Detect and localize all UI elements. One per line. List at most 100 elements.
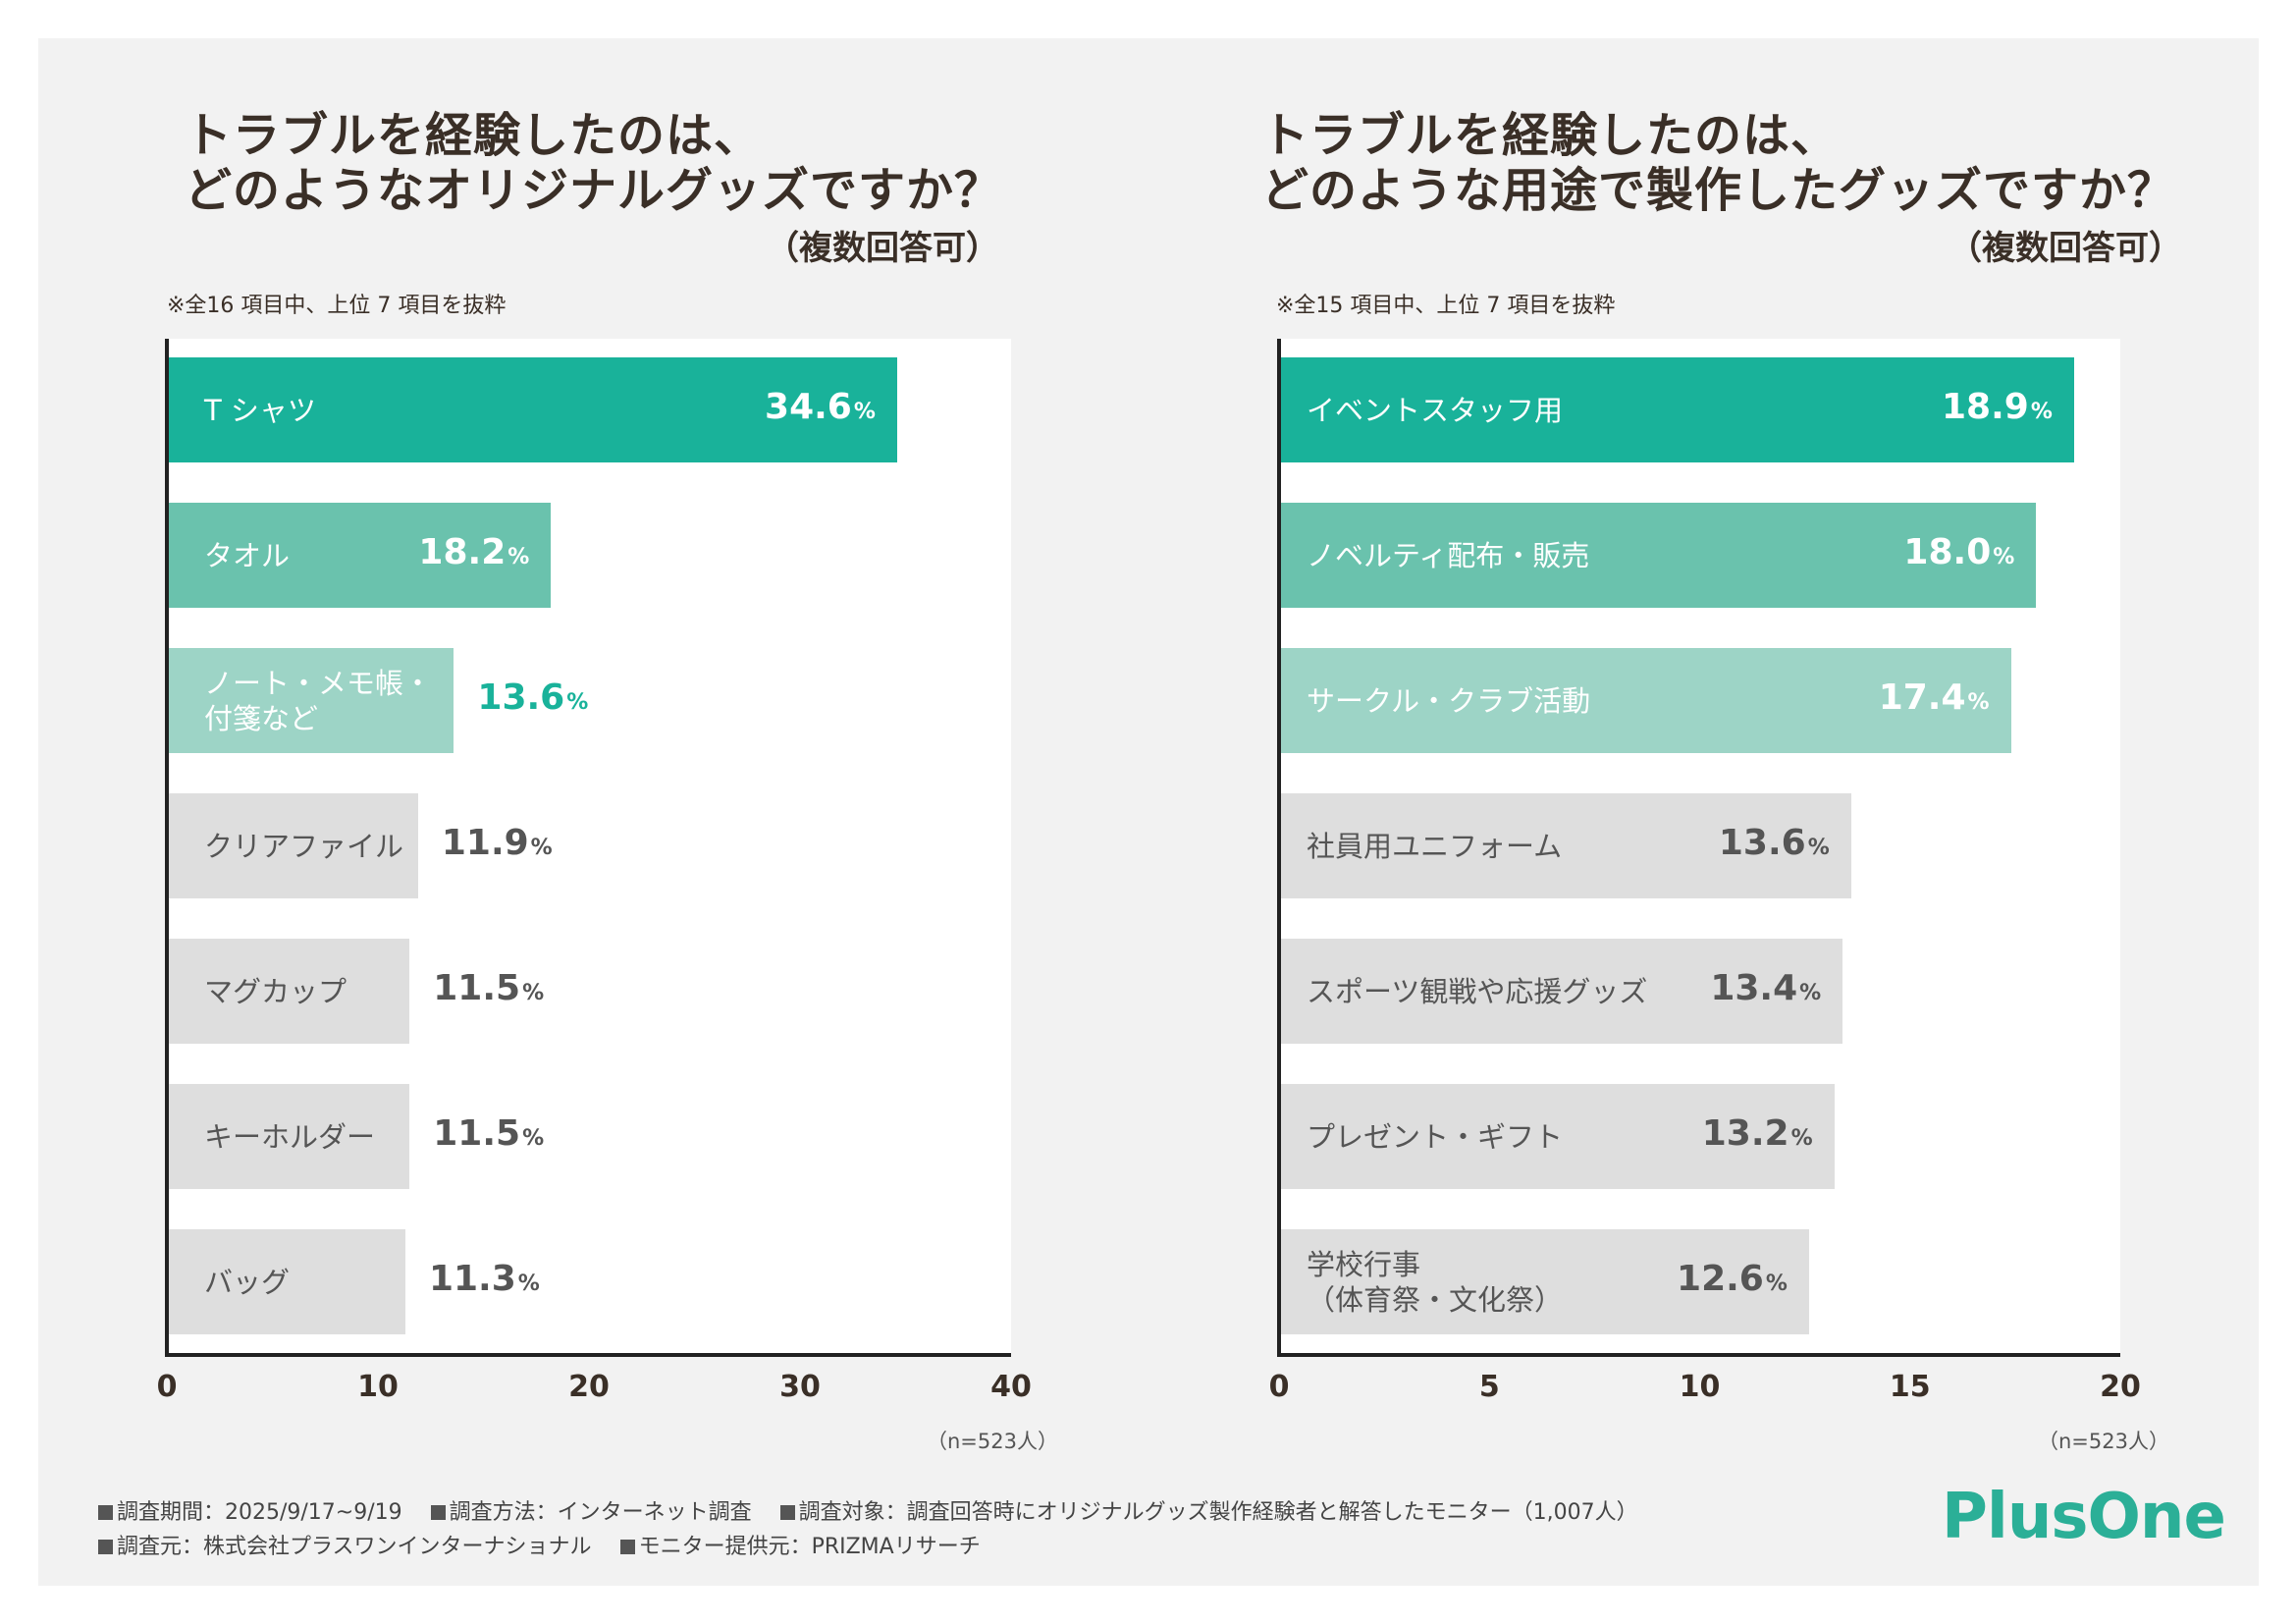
chart-left-title-line-1: トラブルを経験したのは、 (185, 108, 763, 163)
chart-right-value-unit: % (2030, 399, 2053, 424)
chart-right-value-unit: % (1765, 1271, 1788, 1296)
chart-right-bar-5 (1279, 939, 1843, 1044)
chart-left-bar-1 (167, 357, 897, 462)
chart-right-bar-7 (1279, 1229, 1809, 1334)
chart-left-bar-label-1: T シャツ (204, 393, 316, 428)
footer-bullet-icon (98, 1540, 113, 1554)
chart-right-x-tick-label: 20 (2100, 1370, 2141, 1404)
chart-right-value-unit: % (1799, 980, 1822, 1005)
chart-left-value-unit: % (522, 1125, 545, 1151)
chart-left-title-line-2: どのようなオリジナルグッズですか？ (185, 163, 1003, 218)
footer-survey-period-text: 調査期間：2025/9/17~9/19 (117, 1500, 402, 1525)
footer-survey-method-text: 調査方法：インターネット調査 (449, 1500, 752, 1525)
chart-right-subtitle: （複数回答可） (1949, 229, 2182, 268)
chart-left-bar-label-line: キーホルダー (204, 1119, 376, 1154)
chart-right-x-tick-label: 0 (1268, 1370, 1290, 1404)
chart-left-bar-label-4: クリアファイル (204, 829, 403, 864)
chart-right-x-axis (1277, 1353, 2120, 1357)
chart-right-bar-3 (1279, 648, 2011, 753)
footer-survey-target: 調査対象：調査回答時にオリジナルグッズ製作経験者と解答したモニター（1,007人… (779, 1500, 1638, 1525)
chart-right-bar-label-line: イベントスタッフ用 (1307, 393, 1564, 427)
chart-left-x-tick-label: 10 (357, 1370, 399, 1404)
chart-left-n-label: （n=523人） (927, 1430, 1058, 1453)
footer-bullet-icon (619, 1540, 635, 1554)
chart-left-x-tick-label: 20 (568, 1370, 610, 1404)
chart-right-value-label-1: 18.9% (1942, 387, 2053, 427)
chart-right-bar-1 (1279, 357, 2074, 462)
footer-survey-method: 調査方法：インターネット調査 (430, 1500, 752, 1525)
chart-left-value-unit: % (566, 689, 589, 715)
chart-right-y-axis (1277, 339, 1281, 1357)
chart-right-n-label: （n=523人） (2038, 1430, 2169, 1453)
chart-left-bar-5 (167, 939, 410, 1044)
chart-right-value-label-2: 18.0% (1903, 532, 2014, 572)
chart-right-title-line-2: どのような用途で製作したグッズですか？ (1261, 163, 2176, 218)
chart-right-value-unit: % (1807, 835, 1830, 860)
chart-right-value-unit: % (1967, 689, 1990, 715)
chart-left-value-number: 13.6 (477, 677, 565, 718)
chart-left-value-unit: % (530, 835, 553, 860)
chart-right-bar-4 (1279, 793, 1851, 898)
footer-row-2: 調査元：株式会社プラスワンインターナショナル モニター提供元：PRIZMAリサー… (98, 1529, 1002, 1560)
chart-left-bar-label-6: キーホルダー (204, 1119, 375, 1155)
chart-left-bar-label-line: ノート・メモ帳・ (204, 666, 433, 700)
chart-right-value-number: 13.4 (1710, 967, 1798, 1008)
footer-survey-source-text: 調査元：株式会社プラスワンインターナショナル (117, 1535, 592, 1559)
chart-left-value-label-7: 11.3% (429, 1259, 540, 1299)
chart-left-bar-7 (167, 1229, 405, 1334)
chart-right-bar-label-3: サークル・クラブ活動 (1307, 683, 1590, 719)
chart-right-title-line-1: トラブルを経験したのは、 (1261, 108, 1840, 163)
chart-right-bar-label-line: スポーツ観戦や応援グッズ (1307, 974, 1648, 1008)
chart-left-value-label-6: 11.5% (433, 1113, 544, 1154)
footer-survey-target-text: 調査対象：調査回答時にオリジナルグッズ製作経験者と解答したモニター（1,007人… (798, 1500, 1638, 1525)
chart-left-value-label-2: 18.2% (418, 532, 529, 572)
chart-left-value-number: 34.6 (765, 386, 852, 427)
chart-right-value-number: 13.6 (1718, 822, 1806, 863)
chart-left-bar-label-7: バッグ (204, 1265, 290, 1300)
chart-right-note: ※全15 項目中、上位 7 項目を抜粋 (1276, 294, 1616, 318)
chart-right-x-tick-label: 10 (1679, 1370, 1721, 1404)
chart-right-bar-label-line: 社員用ユニフォーム (1307, 829, 1563, 863)
footer-bullet-icon (430, 1505, 446, 1520)
chart-right-value-label-6: 13.2% (1702, 1113, 1813, 1154)
chart-left-value-unit: % (517, 1271, 540, 1296)
chart-left-value-unit: % (522, 980, 545, 1005)
chart-left-note: ※全16 項目中、上位 7 項目を抜粋 (167, 294, 507, 318)
plusone-logo: PlusOne (1942, 1481, 2226, 1553)
chart-left-x-tick-label: 0 (156, 1370, 178, 1404)
chart-right-x-tick-label: 15 (1889, 1370, 1931, 1404)
footer-monitor-provider-text: モニター提供元：PRIZMAリサーチ (638, 1535, 981, 1559)
chart-left-value-number: 11.9 (441, 822, 529, 863)
chart-right-bar-label-line: 学校行事 (1307, 1247, 1421, 1281)
chart-left-value-label-3: 13.6% (477, 677, 588, 718)
chart-right-value-number: 18.0 (1903, 531, 1992, 572)
chart-left-x-axis (165, 1353, 1011, 1357)
chart-right-value-label-4: 13.6% (1719, 823, 1830, 863)
chart-left-bar-4 (167, 793, 418, 898)
chart-left-bar-label-2: タオル (204, 538, 290, 573)
chart-left-bar-label-line: マグカップ (204, 974, 347, 1008)
footer-survey-source: 調査元：株式会社プラスワンインターナショナル (98, 1535, 592, 1559)
chart-right-bar-label-4: 社員用ユニフォーム (1307, 829, 1562, 864)
chart-right-value-number: 12.6 (1677, 1258, 1764, 1299)
chart-right-value-unit: % (1993, 544, 2015, 569)
footer-row-1: 調査期間：2025/9/17~9/19 調査方法：インターネット調査 調査対象：… (98, 1494, 1660, 1526)
chart-right-bar-label-line: サークル・クラブ活動 (1307, 683, 1591, 718)
chart-left-value-label-4: 11.9% (442, 823, 553, 863)
chart-left-bar-label-line: T シャツ (204, 393, 316, 427)
chart-right-title: トラブルを経験したのは、 どのような用途で製作したグッズですか？ (1261, 108, 2175, 218)
chart-right-value-number: 18.9 (1941, 386, 2029, 427)
chart-left-bar-label-5: マグカップ (204, 974, 347, 1009)
chart-right-bar-label-line: ノベルティ配布・販売 (1307, 538, 1590, 572)
chart-right-value-label-7: 12.6% (1677, 1259, 1788, 1299)
chart-left-bar-3 (167, 648, 454, 753)
chart-right-bar-label-5: スポーツ観戦や応援グッズ (1307, 974, 1647, 1009)
chart-right-bar-label-7: 学校行事 （体育祭・文化祭） (1307, 1247, 1563, 1318)
chart-left-bar-label-3: ノート・メモ帳・ 付箋など (204, 666, 432, 736)
chart-right-value-label-5: 13.4% (1710, 968, 1821, 1008)
chart-left-subtitle: （複数回答可） (766, 229, 999, 268)
chart-left-value-unit: % (853, 399, 876, 424)
chart-left-bar-6 (167, 1084, 410, 1189)
chart-left-x-tick-label: 30 (779, 1370, 821, 1404)
chart-right-value-number: 13.2 (1701, 1112, 1789, 1154)
